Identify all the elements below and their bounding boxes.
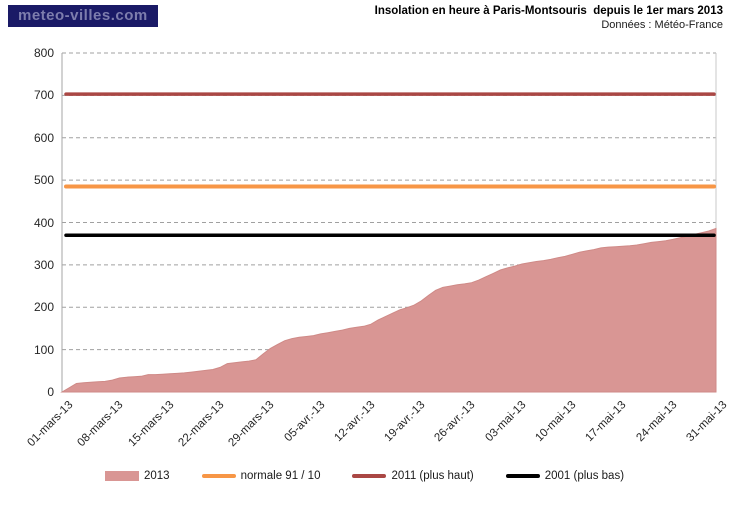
- y-tick-label: 800: [33, 46, 54, 60]
- legend-label: 2013: [143, 470, 170, 482]
- y-tick-label: 200: [33, 300, 54, 315]
- legend-item-2011-plus-haut-: 2011 (plus haut): [352, 470, 474, 482]
- legend-swatch: [505, 474, 540, 478]
- legend-label: 2001 (plus bas): [544, 470, 625, 482]
- y-tick-label: 600: [33, 130, 54, 145]
- area-series-2013: [60, 227, 717, 393]
- y-tick-label: 0: [47, 385, 54, 399]
- y-tick-label: 100: [33, 342, 54, 357]
- chart-header: Insolation en heure à Paris-Montsouris d…: [375, 5, 723, 31]
- chart-title: Insolation en heure à Paris-Montsouris d…: [374, 5, 723, 17]
- y-tick-label: 500: [33, 173, 54, 188]
- y-tick-label: 400: [33, 215, 54, 230]
- y-tick-label: 700: [33, 88, 54, 103]
- site-logo: meteo-villes.com: [8, 5, 158, 27]
- chart-legend: 2013 normale 91 / 10 2011 (plus haut) 2001 …: [0, 470, 729, 482]
- legend-swatch: [201, 474, 236, 478]
- legend-item-2001-plus-bas-: 2001 (plus bas): [505, 470, 625, 482]
- legend-swatch: [352, 474, 387, 478]
- legend-label: normale 91 / 10: [240, 470, 321, 482]
- legend-item-2013: 2013: [104, 470, 170, 482]
- data-source: Données : Météo-France: [601, 19, 723, 31]
- legend-swatch: [104, 471, 139, 481]
- legend-label: 2011 (plus haut): [391, 470, 474, 482]
- legend-item-normale-91-10: normale 91 / 10: [201, 470, 321, 482]
- y-tick-label: 300: [33, 257, 54, 272]
- chart-plot-area: [60, 52, 717, 393]
